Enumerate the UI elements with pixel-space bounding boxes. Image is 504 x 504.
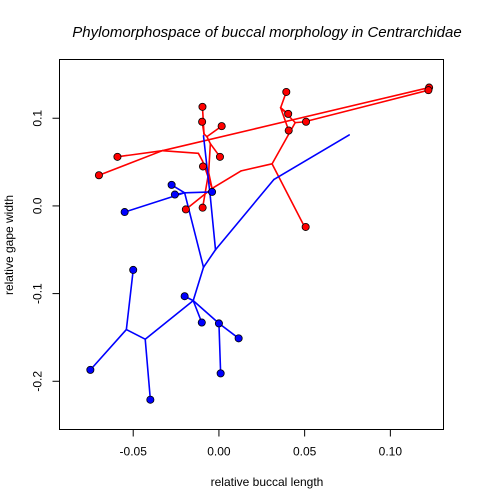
- y-tick-label: -0.1: [31, 283, 45, 304]
- tree-edge: [161, 149, 200, 155]
- tree-edge: [218, 322, 222, 375]
- tree-edge: [116, 149, 164, 158]
- tip-point: [120, 208, 129, 217]
- tree-edge: [197, 152, 204, 163]
- tip-point: [216, 369, 225, 378]
- tree-edge: [303, 89, 430, 123]
- x-axis: -0.05 0.00 0.05 0.10: [120, 429, 403, 459]
- tree-edge: [125, 269, 135, 331]
- tip-point: [198, 102, 207, 111]
- plot-frame: [59, 59, 444, 430]
- tree-edge: [279, 106, 290, 132]
- tip-point: [302, 117, 311, 126]
- x-tick-label: 0.05: [293, 445, 317, 459]
- tip-point: [301, 222, 310, 231]
- chart-title: Phylomorphospace of buccal morphology in…: [72, 24, 461, 41]
- tip-point: [284, 109, 293, 118]
- y-tick-label: 0.0: [31, 197, 45, 214]
- tip-point: [180, 292, 189, 301]
- tip-point: [424, 86, 433, 95]
- tree-edge: [144, 299, 195, 340]
- tree-edge: [218, 322, 240, 340]
- tip-point: [215, 152, 224, 161]
- tip-point: [181, 205, 190, 214]
- tree-edge: [192, 299, 220, 325]
- x-tick-label: 0.00: [207, 445, 231, 459]
- x-axis-label: relative buccal length: [211, 475, 324, 489]
- tip-point: [197, 318, 206, 327]
- tree-edge: [89, 328, 128, 371]
- y-axis: -0.2 -0.1 0.0 0.1: [31, 110, 60, 392]
- tip-point: [198, 203, 207, 212]
- tree-edge: [125, 328, 147, 340]
- tree-edge: [214, 178, 275, 251]
- y-axis-label: relative gape width: [2, 195, 16, 295]
- tree-edge: [98, 149, 164, 177]
- tip-point: [217, 122, 226, 131]
- x-tick-label: -0.05: [120, 445, 148, 459]
- tree-edge: [209, 196, 217, 251]
- tip-point: [129, 265, 138, 274]
- tree-edge: [271, 163, 306, 228]
- tip-point: [234, 334, 243, 343]
- tree-edge: [183, 191, 213, 194]
- tip-point: [94, 171, 103, 180]
- tip-point: [282, 87, 291, 96]
- tip-point: [284, 126, 293, 135]
- tip-point: [86, 365, 95, 374]
- tip-points: [86, 83, 434, 404]
- tree-edge: [192, 266, 205, 302]
- tip-point: [208, 187, 217, 196]
- tree-edge: [183, 191, 205, 269]
- tree-edge: [240, 163, 273, 172]
- tree-edge: [161, 86, 430, 152]
- tree-edge: [202, 248, 217, 269]
- tip-point: [214, 319, 223, 328]
- tip-point: [198, 162, 207, 171]
- tree-edges: [89, 86, 430, 401]
- tip-point: [167, 180, 176, 189]
- tip-point: [113, 152, 122, 161]
- tip-point: [198, 117, 207, 126]
- x-tick-label: 0.10: [379, 445, 403, 459]
- y-tick-label: -0.2: [31, 371, 45, 392]
- tip-point: [146, 395, 155, 404]
- tree-edge: [207, 142, 212, 174]
- tip-point: [170, 190, 179, 199]
- tree-edge: [144, 338, 152, 401]
- tree-edge: [272, 134, 351, 181]
- tree-edge: [211, 170, 243, 190]
- y-tick-label: 0.1: [31, 110, 45, 127]
